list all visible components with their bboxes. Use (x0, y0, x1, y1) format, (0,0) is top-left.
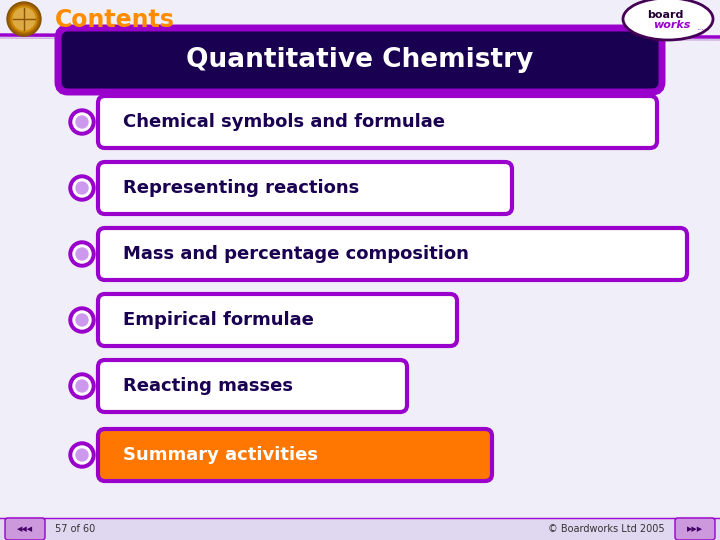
Circle shape (69, 241, 95, 267)
FancyBboxPatch shape (0, 518, 720, 540)
Circle shape (73, 245, 91, 263)
Circle shape (73, 311, 91, 329)
Text: Quantitative Chemistry: Quantitative Chemistry (186, 47, 534, 73)
Text: Summary activities: Summary activities (123, 446, 318, 464)
Circle shape (76, 182, 88, 194)
Text: ▶▶▶: ▶▶▶ (687, 526, 703, 532)
FancyBboxPatch shape (98, 96, 657, 148)
FancyBboxPatch shape (98, 162, 512, 214)
Circle shape (76, 380, 88, 392)
Ellipse shape (623, 0, 713, 40)
FancyBboxPatch shape (98, 228, 687, 280)
FancyBboxPatch shape (58, 28, 662, 92)
Circle shape (76, 449, 88, 461)
Text: ◀◀◀: ◀◀◀ (17, 526, 33, 532)
Circle shape (69, 442, 95, 468)
Text: ...: ... (696, 24, 704, 32)
Circle shape (76, 248, 88, 260)
Circle shape (13, 8, 35, 30)
Text: Mass and percentage composition: Mass and percentage composition (123, 245, 469, 263)
Text: © Boardworks Ltd 2005: © Boardworks Ltd 2005 (549, 524, 665, 534)
Circle shape (76, 116, 88, 128)
Text: Empirical formulae: Empirical formulae (123, 311, 314, 329)
Text: Chemical symbols and formulae: Chemical symbols and formulae (123, 113, 445, 131)
Circle shape (7, 2, 41, 36)
Circle shape (73, 377, 91, 395)
FancyBboxPatch shape (675, 518, 715, 540)
FancyBboxPatch shape (98, 360, 407, 412)
Circle shape (9, 4, 39, 34)
FancyBboxPatch shape (5, 518, 45, 540)
Circle shape (73, 446, 91, 464)
Circle shape (73, 113, 91, 131)
Circle shape (69, 373, 95, 399)
Text: works: works (653, 20, 690, 30)
Circle shape (69, 307, 95, 333)
Circle shape (73, 179, 91, 197)
Circle shape (69, 109, 95, 135)
Circle shape (69, 175, 95, 201)
Text: 57 of 60: 57 of 60 (55, 524, 95, 534)
Text: Reacting masses: Reacting masses (123, 377, 293, 395)
Circle shape (11, 6, 37, 32)
Text: Representing reactions: Representing reactions (123, 179, 359, 197)
FancyBboxPatch shape (98, 429, 492, 481)
Circle shape (76, 314, 88, 326)
Text: board: board (647, 10, 683, 20)
Text: Contents: Contents (55, 8, 175, 32)
FancyBboxPatch shape (98, 294, 457, 346)
